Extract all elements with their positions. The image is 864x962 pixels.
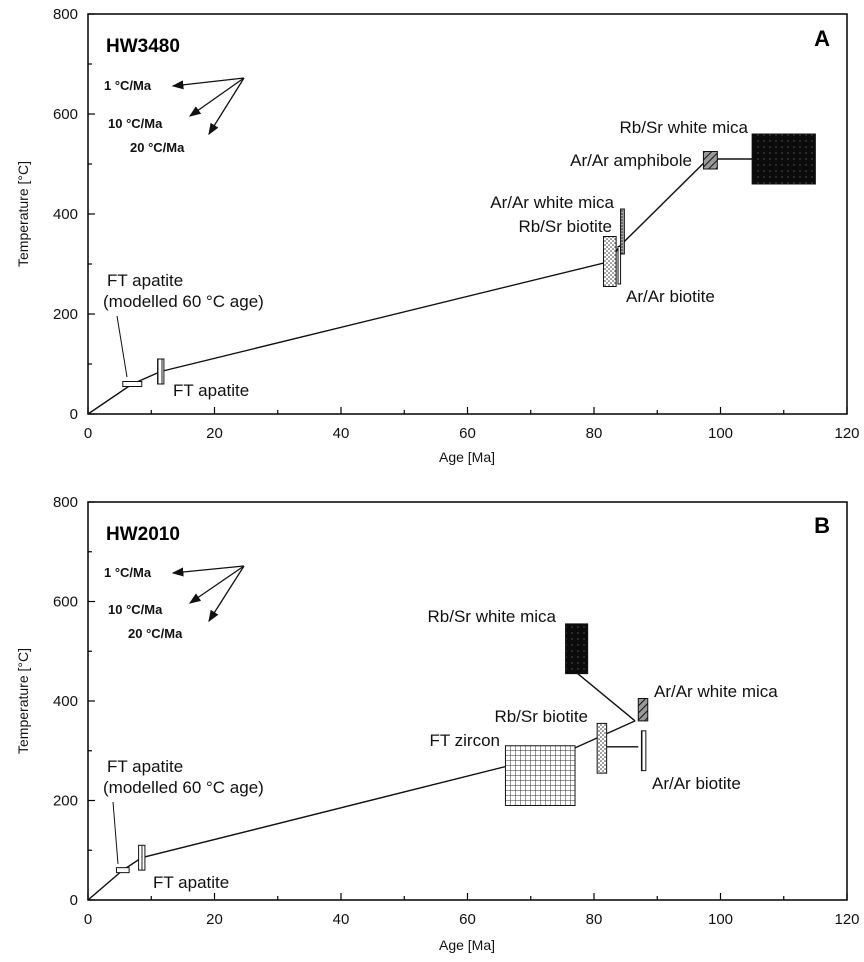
data-box-ft-apatite [157,358,165,385]
sample-label: HW3480 [106,36,180,57]
rate-arrow [208,77,245,136]
annotation-label: Ar/Ar amphibole [570,151,692,170]
xtick-label: 20 [206,911,223,928]
data-box-ft-zircon [504,745,576,806]
annotation-label: Rb/Sr white mica [428,607,557,626]
annotation-label: Rb/Sr biotite [494,707,588,726]
xtick-label: 20 [206,425,223,442]
rate-label: 1 °C/Ma [104,565,152,580]
annotation-label: Ar/Ar white mica [654,682,778,701]
data-box-rb-sr-biotite [602,236,617,287]
annotation-label: Ar/Ar white mica [490,193,614,212]
xtick-label: 60 [459,911,476,928]
data-box-ar-ar-amphibole [702,151,718,170]
xtick-label: 0 [84,425,92,442]
panel-a-ytick-labels: 0 200 400 600 800 [53,6,78,423]
annotation-label: FT apatite [153,873,229,892]
ytick-label: 200 [53,306,78,323]
data-box-ar-ar-biotite [640,730,647,772]
rate-arrow [188,77,245,117]
rate-arrow [188,565,245,604]
annotation-label: FT apatite [173,381,249,400]
sample-label: HW2010 [106,524,180,545]
panel-a-annotations: Rb/Sr white mica Ar/Ar amphibole Ar/Ar w… [103,118,749,400]
panel-a-chart: 0 20 40 60 80 100 120 0 200 400 600 800 … [15,6,860,465]
panel-b-xtick-labels: 0 20 40 60 80 100 120 [84,911,860,928]
annotation-label: FT apatite [107,271,183,290]
panel-a-plot-frame [87,13,848,415]
data-box-ar-ar-white-mica [620,208,625,255]
rate-arrow [171,565,245,577]
rate-label: 20 °C/Ma [130,140,185,155]
ytick-label: 800 [53,6,78,23]
xtick-label: 80 [586,425,603,442]
cooling-rate-legend: 1 °C/Ma 10 °C/Ma 20 °C/Ma [104,77,245,155]
data-box-ft-apatite [138,844,146,871]
xtick-label: 100 [708,911,733,928]
ytick-label: 800 [53,494,78,511]
panel-a-boxes [122,133,816,387]
ytick-label: 0 [70,892,78,909]
cooling-rate-legend: 1 °C/Ma 10 °C/Ma 20 °C/Ma [104,565,245,641]
xtick-label: 60 [459,425,476,442]
panel-b-boxes [115,623,649,874]
ytick-label: 600 [53,594,78,611]
panel-letter: B [814,513,830,538]
x-axis-label: Age [Ma] [439,937,495,953]
rate-label: 10 °C/Ma [108,602,163,617]
panel-a-xtick-labels: 0 20 40 60 80 100 120 [84,425,860,442]
xtick-label: 100 [708,425,733,442]
xtick-label: 40 [333,911,350,928]
xtick-label: 120 [834,911,859,928]
xtick-label: 40 [333,425,350,442]
annotation-label: (modelled 60 °C age) [103,292,264,311]
leader-line [112,801,119,865]
data-box-ar-ar-white-mica [637,698,649,722]
panel-b-annotations: Rb/Sr white mica Ar/Ar white mica Rb/Sr … [103,607,778,892]
xtick-label: 0 [84,911,92,928]
rate-label: 20 °C/Ma [128,626,183,641]
ytick-label: 0 [70,406,78,423]
xtick-label: 80 [586,911,603,928]
xtick-label: 120 [834,425,859,442]
rate-arrow [171,77,245,90]
annotation-label: FT apatite [107,757,183,776]
leader-line [116,315,128,378]
panel-b-ytick-labels: 0 200 400 600 800 [53,494,78,909]
panel-a-ticks [87,13,848,415]
data-box-ar-ar-biotite [617,246,622,285]
ytick-label: 400 [53,693,78,710]
data-box-rb-sr-biotite [596,722,608,774]
annotation-label: (modelled 60 °C age) [103,778,264,797]
panel-b-chart: 0 20 40 60 80 100 120 0 200 400 600 800 … [15,494,860,953]
ytick-label: 600 [53,106,78,123]
data-box-rb-sr-white-mica [751,133,816,185]
ytick-label: 200 [53,793,78,810]
y-axis-label: Temperature [°C] [15,161,31,267]
y-axis-label: Temperature [°C] [15,648,31,754]
panel-letter: A [814,26,830,51]
data-box-ft-apatite-modelled-60-c-age [122,381,143,387]
panel-b-plot-frame [87,501,848,901]
data-box-ft-apatite-modelled-60-c-age [115,867,130,874]
rate-label: 10 °C/Ma [108,116,163,131]
cooling-path-line [568,665,636,722]
annotation-label: Rb/Sr biotite [518,217,612,236]
annotation-label: Rb/Sr white mica [620,118,749,137]
panel-b-ticks [87,501,848,901]
rate-arrow [208,565,245,623]
ytick-label: 400 [53,206,78,223]
data-box-rb-sr-white-mica [565,623,589,675]
annotation-label: Ar/Ar biotite [652,774,741,793]
rate-label: 1 °C/Ma [104,78,152,93]
annotation-label: FT zircon [429,731,500,750]
x-axis-label: Age [Ma] [439,449,495,465]
annotation-label: Ar/Ar biotite [626,287,715,306]
